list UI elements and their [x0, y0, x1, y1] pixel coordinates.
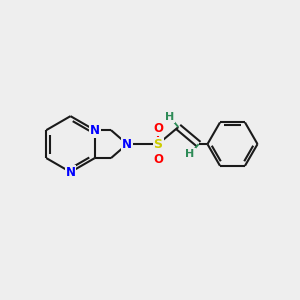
Text: S: S — [154, 138, 163, 151]
Text: N: N — [90, 124, 100, 136]
Text: N: N — [122, 138, 132, 151]
Text: H: H — [185, 149, 195, 159]
Text: O: O — [153, 153, 163, 166]
Text: O: O — [153, 122, 163, 135]
Text: N: N — [65, 166, 76, 178]
Text: H: H — [165, 112, 174, 122]
